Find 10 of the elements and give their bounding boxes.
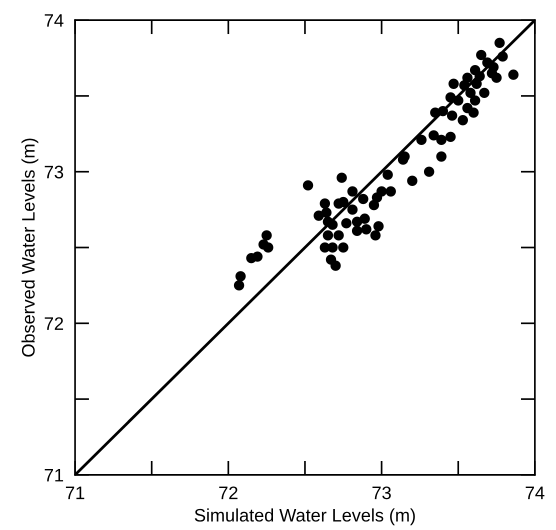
x-tick-label: 74: [526, 486, 544, 500]
y-tick-label: 74: [44, 14, 64, 27]
x-tick-label: 73: [372, 486, 391, 500]
y-tick-label: 73: [44, 166, 64, 178]
x-axis-title: Simulated Water Levels (m): [194, 508, 415, 526]
y-axis-title: Observed Water Levels (m): [21, 138, 38, 357]
x-tick-label: 72: [219, 486, 238, 500]
y-tick-label: 71: [44, 469, 64, 482]
x-tick-label: 71: [66, 486, 84, 500]
y-tick-label: 72: [44, 317, 64, 330]
